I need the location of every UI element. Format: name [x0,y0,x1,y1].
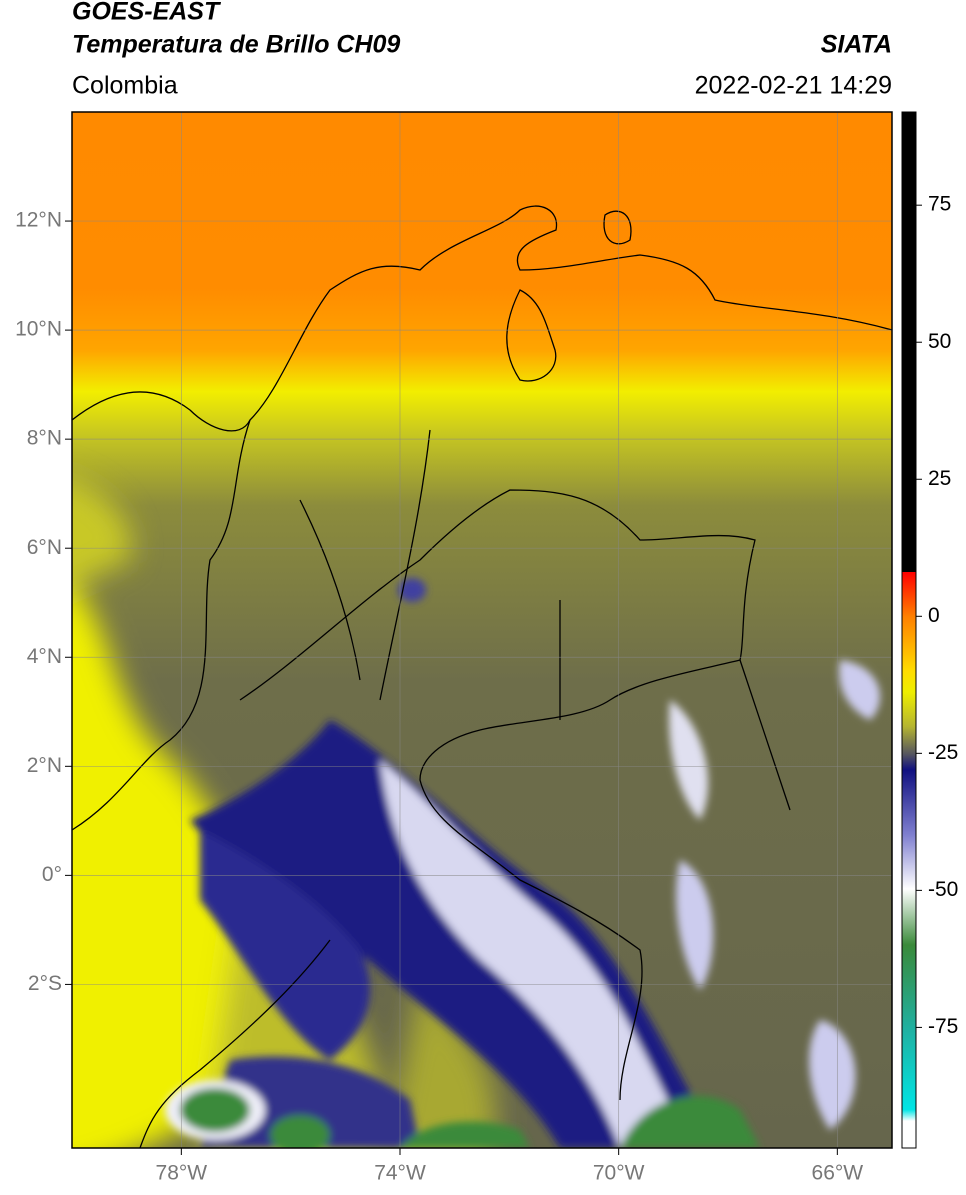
title: GOES-EAST [72,0,222,26]
colorbar-tick-label: 50 [928,330,951,353]
y-tick-label: 2°N [27,754,62,777]
y-tick-label: 12°N [15,209,62,232]
region: Colombia [72,72,178,100]
x-tick-label: 74°W [374,1162,426,1185]
subtitle: Temperatura de Brillo CH09 [72,31,400,59]
x-tick-label: 78°W [156,1162,208,1185]
colorbar-tick-label: 0 [928,604,940,627]
y-tick-label: 2°S [28,972,62,995]
colorbar-tick-label: 25 [928,467,951,490]
colorbar-tick-label: 75 [928,193,951,216]
x-tick-label: 70°W [593,1162,645,1185]
y-tick-label: 10°N [15,318,62,341]
x-tick-label: 66°W [812,1162,864,1185]
satellite-image [72,112,892,1148]
y-tick-label: 4°N [27,645,62,668]
grid [72,112,892,1148]
colorbar [901,111,917,1149]
map-frame [71,111,893,1149]
timestamp: 2022-02-21 14:29 [695,72,892,100]
colorbar-tick-label: -50 [928,878,958,901]
source: SIATA [821,31,892,59]
colorbar-tick-label: -75 [928,1015,958,1038]
y-tick-label: 0° [42,863,62,886]
colorbar-tick-label: -25 [928,741,958,764]
y-tick-label: 6°N [27,536,62,559]
y-tick-label: 8°N [27,427,62,450]
